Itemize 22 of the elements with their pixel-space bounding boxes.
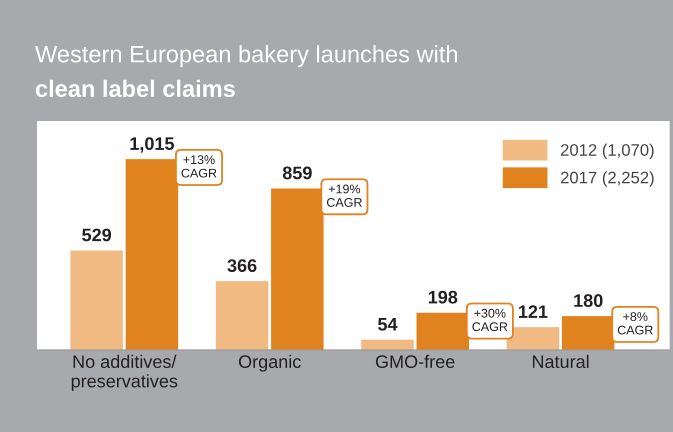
bar (361, 340, 414, 350)
chart-title: Western European bakery launches with clean label claims (35, 45, 457, 98)
data-label: 366 (227, 259, 256, 272)
data-label: 198 (428, 290, 458, 304)
x-tick-label: No additives/ preservatives (72, 354, 178, 392)
annotation: +19% CAGR (326, 184, 362, 207)
annotation: +30% CAGR (472, 308, 508, 332)
legend-label: 2017 (2,252) (560, 171, 654, 187)
data-label: 1,015 (130, 137, 174, 153)
data-label: 54 (378, 318, 398, 331)
data-label: 180 (574, 294, 603, 307)
data-label: 121 (519, 305, 548, 318)
annotation: +13% CAGR (182, 155, 216, 178)
annotation: +8% CAGR (618, 312, 653, 335)
data-label: 529 (82, 228, 112, 242)
data-label: 859 (282, 166, 312, 180)
legend-label: 2012 (1,070) (560, 144, 654, 160)
x-tick-label: Natural (532, 354, 588, 368)
bar (216, 281, 268, 350)
x-tick-label: Organic (238, 354, 301, 372)
bar (70, 250, 123, 350)
x-tick-label: GMO-free (376, 354, 454, 368)
